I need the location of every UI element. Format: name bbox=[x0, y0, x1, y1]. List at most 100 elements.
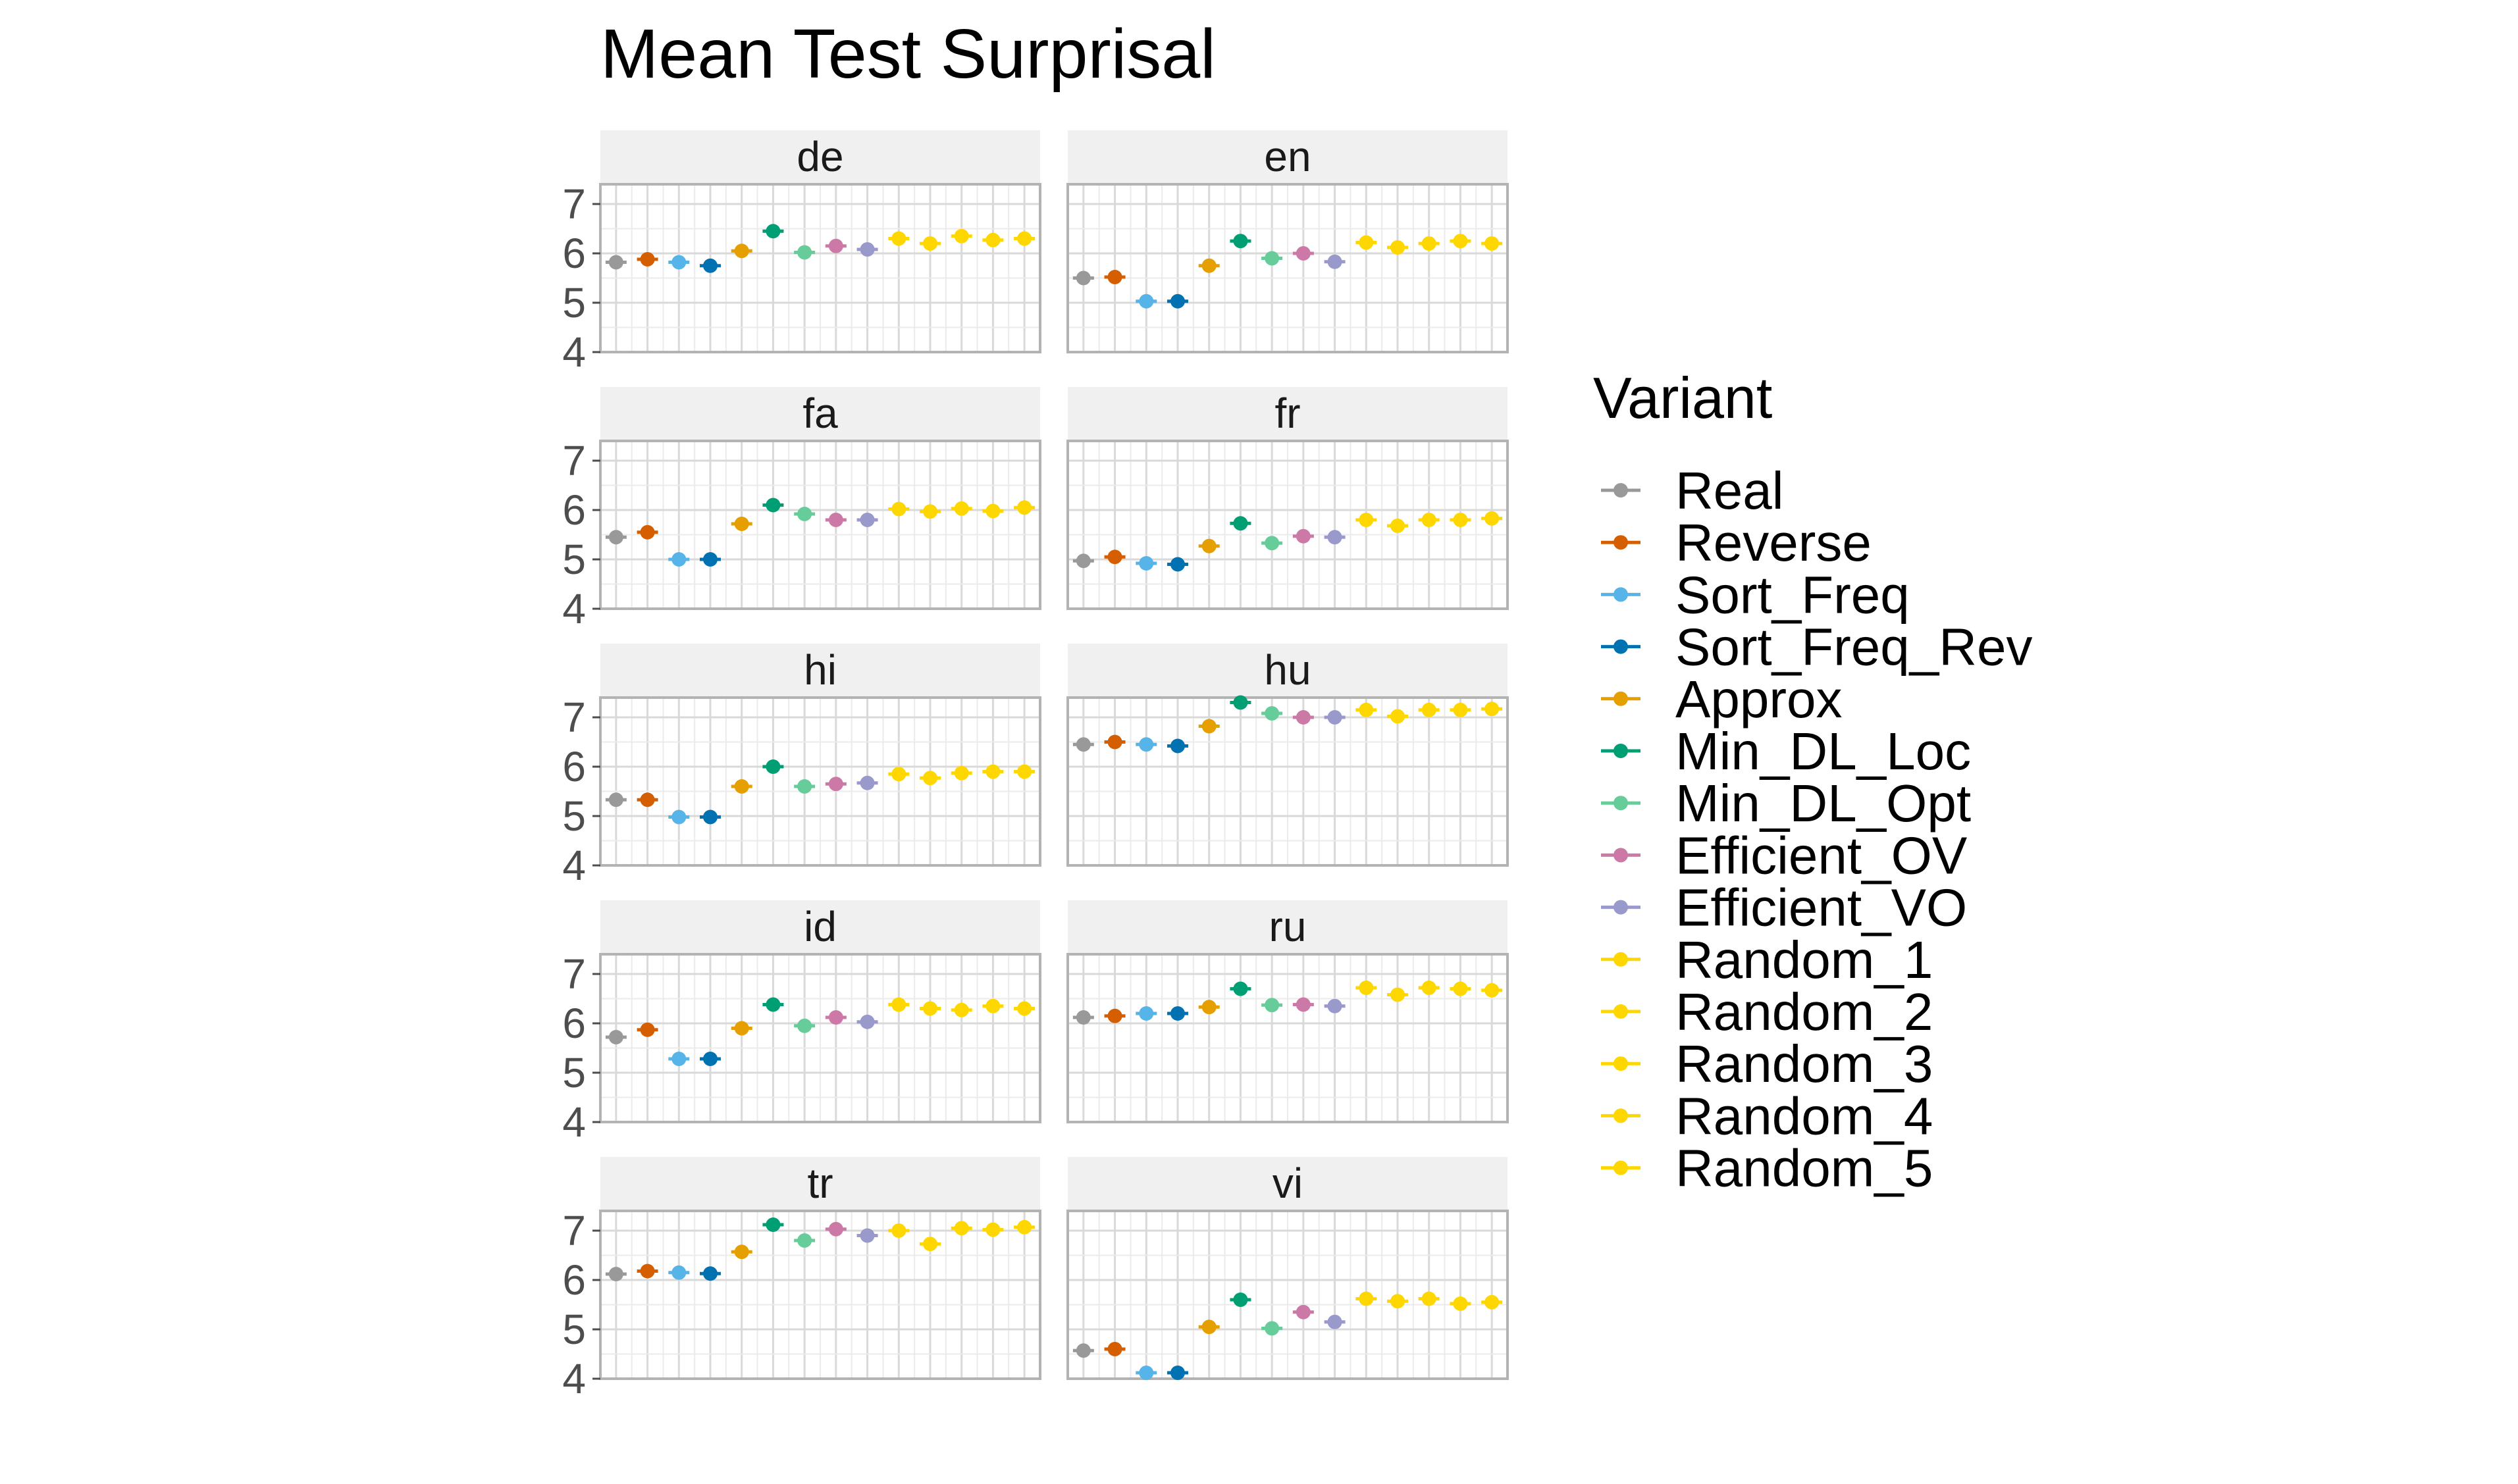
legend-key-point bbox=[1613, 952, 1628, 967]
point-fr-Min_DL_Loc bbox=[1233, 516, 1248, 531]
point-ru-Efficient_OV bbox=[1296, 997, 1311, 1012]
point-tr-Random_4 bbox=[985, 1222, 1001, 1237]
point-tr-Real bbox=[608, 1267, 623, 1281]
facet-fr: fr bbox=[1066, 387, 1509, 610]
point-hi-Min_DL_Loc bbox=[766, 759, 781, 774]
facet-strip bbox=[600, 644, 1040, 698]
facet-strip-label: fr bbox=[1274, 390, 1300, 437]
legend-label: Real bbox=[1675, 461, 1784, 520]
facet-strip bbox=[1068, 900, 1508, 954]
legend-key-point bbox=[1613, 1004, 1628, 1019]
legend-label: Efficient_VO bbox=[1675, 879, 1967, 937]
point-de-Random_4 bbox=[985, 232, 1001, 247]
point-hu-Efficient_VO bbox=[1327, 710, 1342, 725]
point-hu-Random_4 bbox=[1453, 702, 1468, 717]
legend-item-Real: Real bbox=[1601, 461, 1784, 520]
point-tr-Approx bbox=[734, 1244, 749, 1260]
point-vi-Random_4 bbox=[1453, 1296, 1468, 1311]
point-id-Min_DL_Opt bbox=[797, 1018, 812, 1033]
point-de-Approx bbox=[734, 243, 749, 259]
facet-panel-border bbox=[1066, 696, 1509, 867]
point-fr-Min_DL_Opt bbox=[1265, 536, 1280, 551]
point-fa-Random_5 bbox=[1017, 500, 1032, 515]
legend-key-point bbox=[1613, 1108, 1628, 1123]
point-tr-Random_5 bbox=[1017, 1219, 1032, 1235]
point-en-Random_3 bbox=[1421, 236, 1436, 251]
legend-key-point bbox=[1613, 796, 1628, 811]
y-tick-label: 6 bbox=[562, 1256, 586, 1304]
point-fr-Random_1 bbox=[1359, 513, 1374, 527]
facet-strip bbox=[1068, 1157, 1508, 1211]
y-tick-label: 6 bbox=[562, 1000, 586, 1047]
point-fr-Reverse bbox=[1107, 550, 1122, 565]
facet-ru: ru bbox=[1066, 900, 1509, 1123]
point-de-Sort_Freq bbox=[671, 255, 687, 270]
point-en-Approx bbox=[1201, 258, 1217, 273]
y-tick-label: 4 bbox=[562, 328, 586, 376]
y-tick-label: 6 bbox=[562, 486, 586, 534]
point-ru-Random_5 bbox=[1484, 983, 1500, 998]
legend-key-point bbox=[1613, 1056, 1628, 1071]
point-vi-Sort_Freq bbox=[1139, 1366, 1154, 1380]
point-hi-Real bbox=[608, 792, 623, 807]
legend-key-point bbox=[1613, 639, 1628, 654]
legend-label: Approx bbox=[1675, 670, 1842, 729]
facet-strip-label: ru bbox=[1269, 903, 1307, 950]
point-vi-Random_2 bbox=[1390, 1294, 1405, 1309]
point-id-Reverse bbox=[640, 1022, 655, 1037]
point-fr-Sort_Freq_Rev bbox=[1170, 557, 1185, 572]
point-ru-Real bbox=[1076, 1010, 1091, 1025]
point-fa-Efficient_VO bbox=[860, 513, 875, 527]
legend-item-Efficient_OV: Efficient_OV bbox=[1601, 826, 1968, 884]
legend-item-Sort_Freq: Sort_Freq bbox=[1601, 565, 1910, 624]
legend-label: Reverse bbox=[1675, 513, 1872, 572]
point-fr-Random_4 bbox=[1453, 513, 1468, 527]
point-fa-Efficient_OV bbox=[828, 513, 843, 527]
y-tick-label: 6 bbox=[562, 743, 586, 790]
legend-label: Sort_Freq_Rev bbox=[1675, 618, 2032, 677]
point-en-Min_DL_Opt bbox=[1265, 251, 1280, 266]
point-hu-Random_2 bbox=[1390, 709, 1405, 724]
point-de-Min_DL_Loc bbox=[766, 224, 781, 239]
legend-item-Efficient_VO: Efficient_VO bbox=[1601, 879, 1967, 937]
point-ru-Efficient_VO bbox=[1327, 998, 1342, 1013]
point-en-Reverse bbox=[1107, 270, 1122, 284]
point-vi-Random_1 bbox=[1359, 1291, 1374, 1306]
legend-item-Random_1: Random_1 bbox=[1601, 931, 1933, 989]
point-en-Random_1 bbox=[1359, 235, 1374, 250]
point-hu-Min_DL_Loc bbox=[1233, 695, 1248, 710]
point-id-Random_1 bbox=[891, 997, 906, 1012]
y-tick-label: 6 bbox=[562, 230, 586, 277]
facet-strip bbox=[600, 1157, 1040, 1211]
point-hi-Random_4 bbox=[985, 764, 1001, 779]
point-fr-Random_5 bbox=[1484, 511, 1500, 526]
legend-label: Sort_Freq bbox=[1675, 565, 1910, 624]
point-hi-Reverse bbox=[640, 792, 655, 807]
facet-strip bbox=[600, 387, 1040, 441]
point-de-Random_1 bbox=[891, 231, 906, 246]
facet-en: en bbox=[1066, 130, 1509, 353]
facet-strip-label: fa bbox=[802, 390, 838, 437]
y-tick-label: 5 bbox=[562, 792, 586, 840]
y-tick-label: 5 bbox=[562, 1049, 586, 1096]
point-ru-Sort_Freq_Rev bbox=[1170, 1006, 1185, 1021]
point-hu-Reverse bbox=[1107, 734, 1122, 750]
facet-strip-label: id bbox=[804, 903, 837, 950]
point-hi-Approx bbox=[734, 779, 749, 794]
point-en-Min_DL_Loc bbox=[1233, 234, 1248, 249]
point-vi-Efficient_VO bbox=[1327, 1314, 1342, 1329]
point-fa-Sort_Freq bbox=[671, 552, 687, 567]
point-ru-Approx bbox=[1201, 1000, 1217, 1015]
legend: Variant RealReverseSort_FreqSort_Freq_Re… bbox=[1593, 365, 2032, 1198]
point-fr-Efficient_OV bbox=[1296, 528, 1311, 544]
point-hu-Real bbox=[1076, 737, 1091, 752]
point-ru-Reverse bbox=[1107, 1008, 1122, 1023]
facet-panel-border bbox=[599, 440, 1041, 610]
point-tr-Random_3 bbox=[954, 1221, 969, 1236]
facet-strip bbox=[600, 130, 1040, 184]
point-fa-Approx bbox=[734, 517, 749, 531]
facet-panel-border bbox=[599, 696, 1041, 867]
point-hi-Random_1 bbox=[891, 767, 906, 782]
